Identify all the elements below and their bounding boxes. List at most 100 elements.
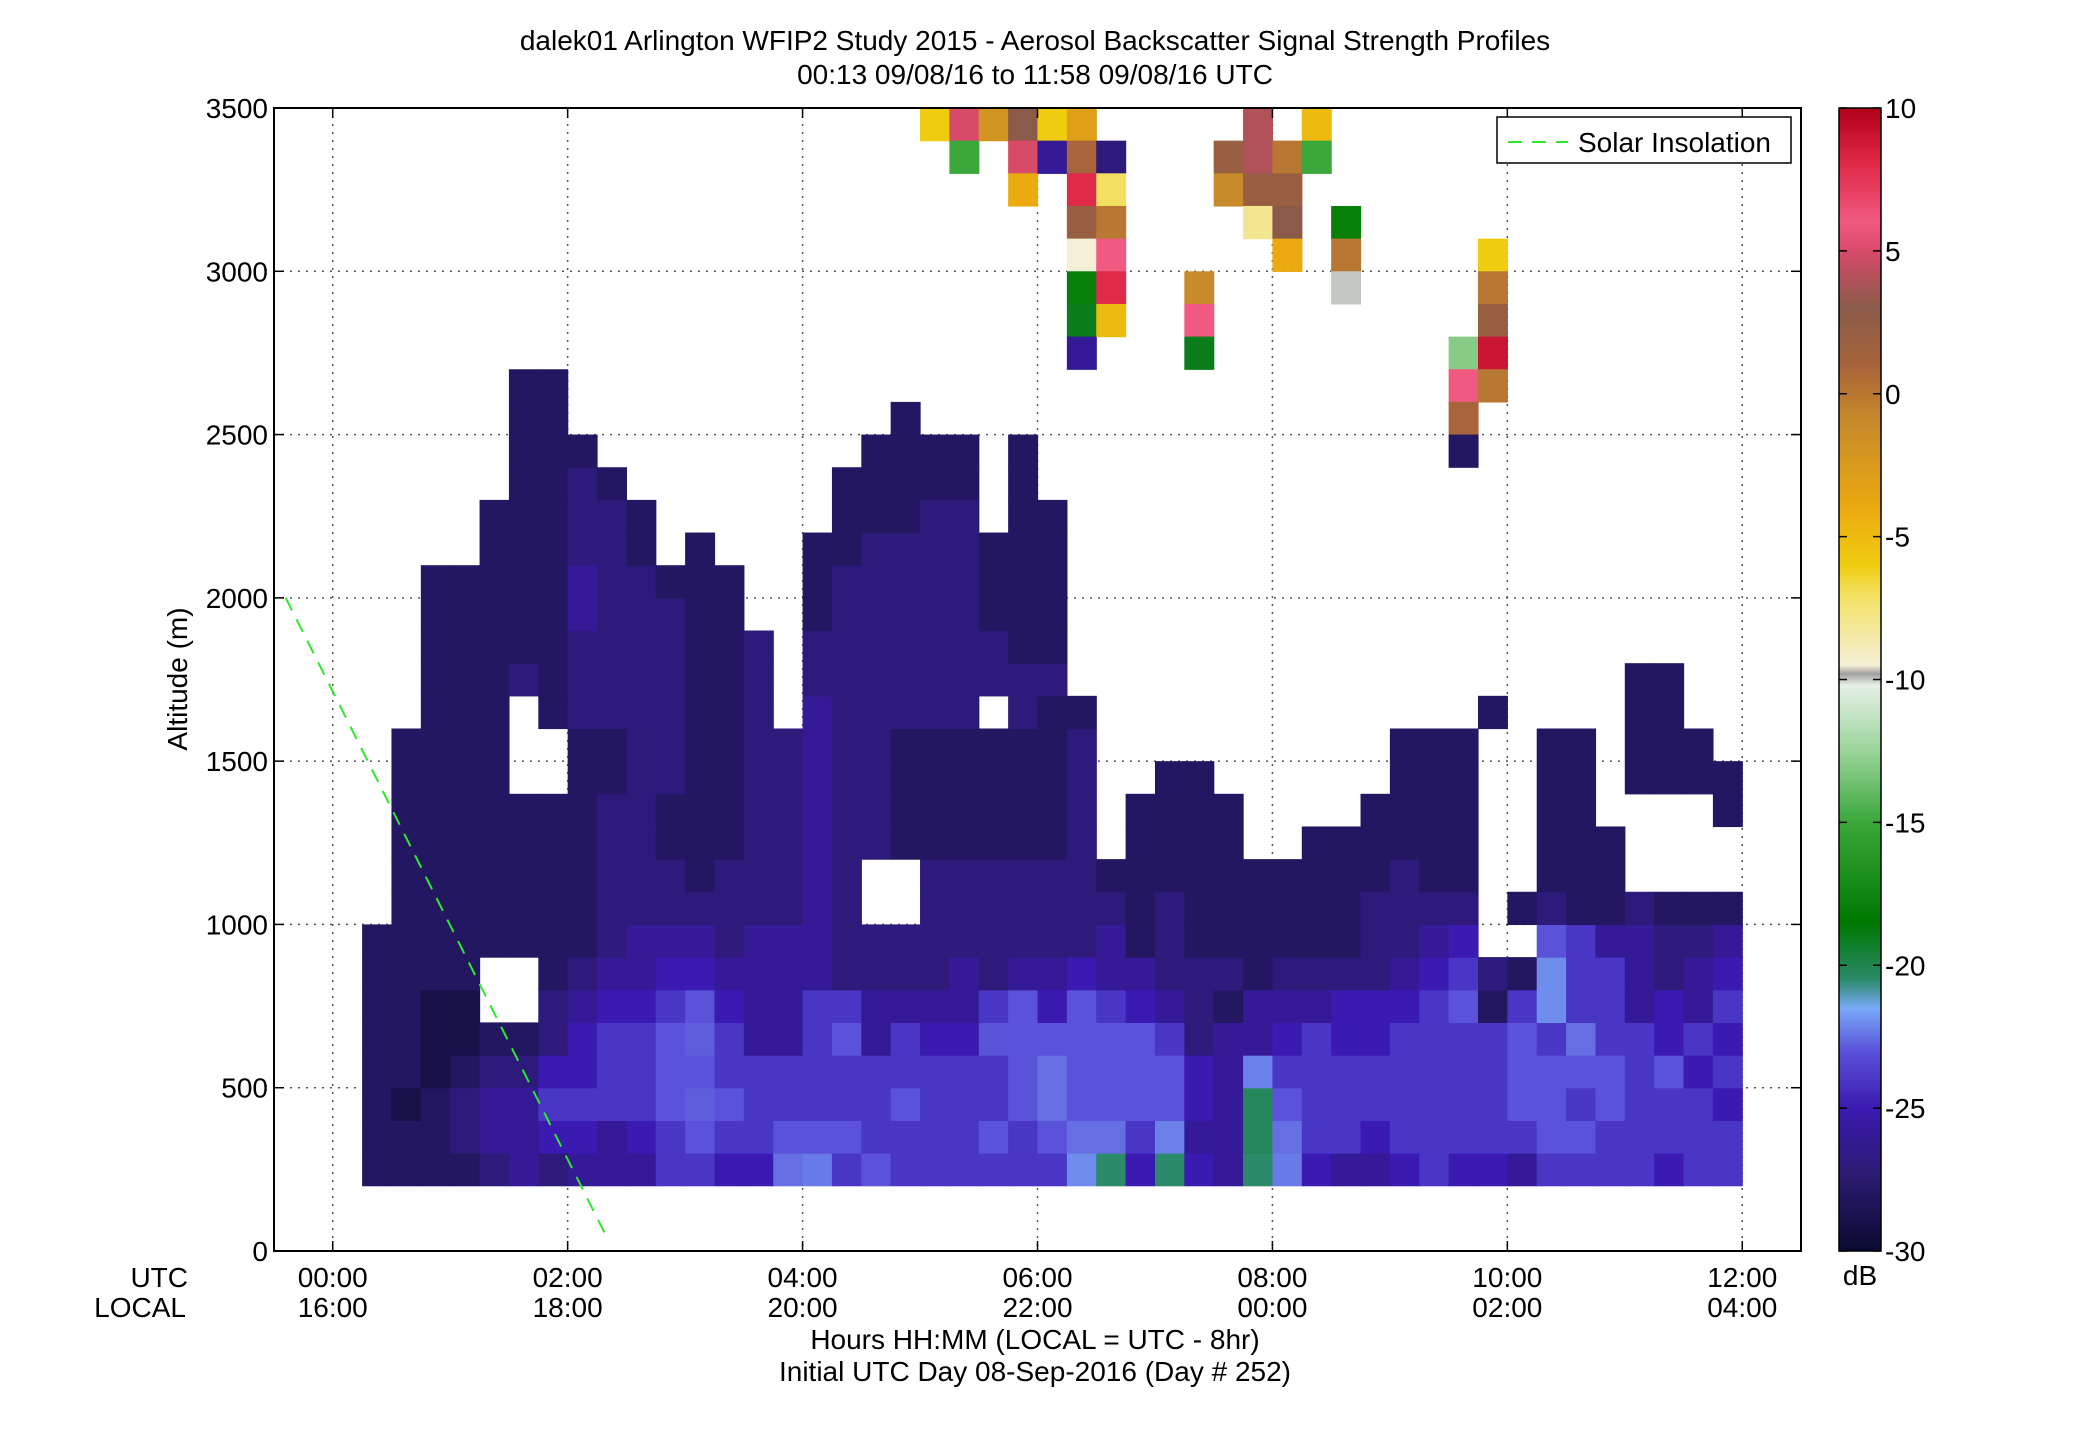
heatmap-cell bbox=[743, 793, 774, 828]
heatmap-cell bbox=[479, 728, 510, 762]
heatmap-cell bbox=[1066, 924, 1097, 958]
heatmap-cell bbox=[802, 761, 833, 795]
heatmap-cell bbox=[1125, 1055, 1156, 1089]
heatmap-cell bbox=[743, 695, 774, 730]
heatmap-cell bbox=[861, 565, 892, 599]
heatmap-cell bbox=[1566, 761, 1597, 795]
heatmap-cell bbox=[1712, 891, 1743, 926]
heatmap-cell bbox=[450, 565, 481, 599]
heatmap-cell bbox=[479, 1022, 510, 1056]
heatmap-cell bbox=[1536, 924, 1567, 958]
heatmap-cell bbox=[450, 663, 481, 697]
heatmap-cell bbox=[479, 859, 510, 893]
heatmap-cell bbox=[890, 793, 921, 828]
heatmap-cell bbox=[1419, 891, 1450, 926]
heatmap-cell bbox=[479, 695, 510, 730]
heatmap-cell bbox=[1477, 1022, 1508, 1056]
heatmap-cell bbox=[1066, 761, 1097, 795]
heatmap-cell bbox=[1448, 761, 1479, 795]
heatmap-cell bbox=[1008, 173, 1039, 207]
heatmap-cell bbox=[714, 989, 745, 1023]
heatmap-cell bbox=[538, 467, 569, 501]
heatmap-cell bbox=[685, 630, 716, 664]
heatmap-cell bbox=[920, 859, 951, 893]
heatmap-cell bbox=[420, 891, 451, 926]
heatmap-cell bbox=[420, 989, 451, 1023]
heatmap-cell bbox=[743, 630, 774, 664]
heatmap-cell bbox=[1154, 1087, 1185, 1121]
heatmap-cell bbox=[949, 434, 980, 468]
heatmap-cell bbox=[1008, 1120, 1039, 1154]
heatmap-cell bbox=[538, 1055, 569, 1089]
heatmap-cell bbox=[567, 859, 598, 893]
heatmap-cell bbox=[450, 630, 481, 664]
heatmap-cell bbox=[685, 1120, 716, 1154]
heatmap-cell bbox=[890, 728, 921, 762]
heatmap-cell bbox=[567, 565, 598, 599]
heatmap-cell bbox=[831, 499, 862, 534]
heatmap-cell bbox=[773, 1153, 804, 1187]
heatmap-cell bbox=[1037, 663, 1068, 697]
heatmap-cell bbox=[538, 891, 569, 926]
heatmap-cell bbox=[479, 565, 510, 599]
heatmap-cell bbox=[1477, 1120, 1508, 1154]
heatmap-cell bbox=[391, 1022, 422, 1056]
heatmap-cell bbox=[1213, 891, 1244, 926]
heatmap-cell bbox=[1301, 1022, 1332, 1056]
y-tick-label: 1500 bbox=[206, 746, 268, 777]
heatmap-cell bbox=[597, 499, 627, 534]
heatmap-cell bbox=[626, 1055, 657, 1089]
heatmap-cell bbox=[831, 989, 862, 1023]
heatmap-cell bbox=[978, 761, 1009, 795]
heatmap-cell bbox=[1125, 957, 1156, 991]
heatmap-cell bbox=[626, 532, 657, 566]
heatmap-cell bbox=[1389, 989, 1420, 1023]
heatmap-cell bbox=[802, 597, 833, 632]
heatmap-cell bbox=[1243, 108, 1274, 142]
heatmap-cell bbox=[1360, 1055, 1391, 1089]
heatmap-cell bbox=[1184, 957, 1215, 991]
heatmap-cell bbox=[1008, 793, 1039, 828]
heatmap-cell bbox=[626, 663, 657, 697]
heatmap-cell bbox=[1536, 761, 1567, 795]
heatmap-cell bbox=[1536, 1022, 1567, 1056]
heatmap-cell bbox=[1125, 989, 1156, 1023]
heatmap-cell bbox=[743, 663, 774, 697]
heatmap-cell bbox=[479, 793, 510, 828]
heatmap-cell bbox=[567, 695, 598, 730]
heatmap-cell bbox=[773, 859, 804, 893]
heatmap-cell bbox=[538, 369, 569, 403]
heatmap-cell bbox=[743, 891, 774, 926]
heatmap-cell bbox=[949, 891, 980, 926]
heatmap-cell bbox=[1595, 859, 1626, 893]
heatmap-cell bbox=[978, 1055, 1009, 1089]
heatmap-cell bbox=[1213, 989, 1244, 1023]
heatmap-cell bbox=[802, 630, 833, 664]
heatmap-cell bbox=[949, 1120, 980, 1154]
heatmap-cell bbox=[655, 1153, 686, 1187]
heatmap-cell bbox=[1477, 369, 1508, 403]
heatmap-cell bbox=[1184, 1055, 1215, 1089]
heatmap-cell bbox=[1419, 1022, 1450, 1056]
heatmap-cell bbox=[1448, 369, 1479, 403]
heatmap-cell bbox=[773, 989, 804, 1023]
heatmap-cell bbox=[1096, 859, 1127, 893]
heatmap-cell bbox=[890, 630, 921, 664]
heatmap-cell bbox=[626, 1120, 657, 1154]
heatmap-cell bbox=[1272, 891, 1303, 926]
heatmap-cell bbox=[1712, 957, 1743, 991]
heatmap-cell bbox=[773, 1055, 804, 1089]
heatmap-cell bbox=[949, 663, 980, 697]
heatmap-cell bbox=[450, 859, 481, 893]
heatmap-cell bbox=[597, 663, 627, 697]
heatmap-cell bbox=[831, 565, 862, 599]
heatmap-cell bbox=[1066, 303, 1097, 338]
heatmap-cell bbox=[597, 1120, 627, 1154]
heatmap-cell bbox=[1243, 989, 1274, 1023]
heatmap-cell bbox=[1712, 1022, 1743, 1056]
heatmap-cell bbox=[1008, 728, 1039, 762]
chart-title: dalek01 Arlington WFIP2 Study 2015 - Aer… bbox=[520, 25, 1550, 56]
heatmap-cell bbox=[538, 826, 569, 860]
heatmap-cell bbox=[890, 1087, 921, 1121]
heatmap-cell bbox=[1243, 173, 1274, 207]
